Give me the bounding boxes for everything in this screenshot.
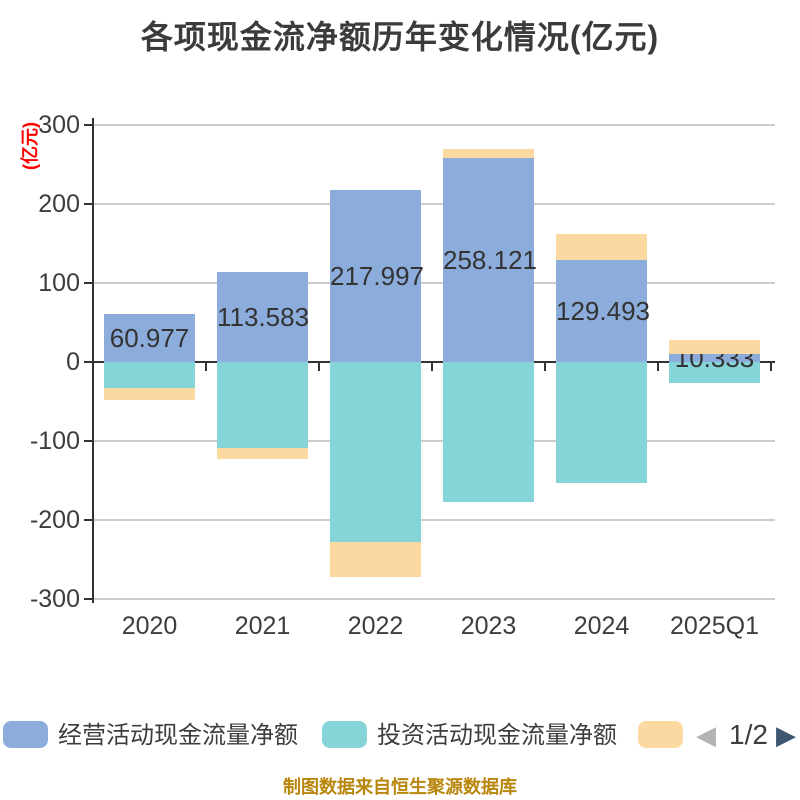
x-axis-tick-2: [318, 361, 320, 371]
gridline-y-100: [93, 282, 775, 284]
y-axis-label-300: 300: [38, 111, 80, 139]
legend-label-operating[interactable]: 经营活动现金流量净额: [58, 722, 298, 749]
bar-2023-financing: [443, 148, 534, 159]
bar-2020-investing: [104, 362, 195, 389]
legend-swatch-investing[interactable]: [322, 721, 367, 748]
gridline-y--200: [93, 519, 775, 521]
x-axis-tick-5: [657, 361, 659, 371]
x-axis-tick-1: [205, 361, 207, 371]
bar-2021-operating: [217, 272, 308, 362]
x-axis-zero-line: [93, 361, 775, 363]
x-axis-label-2020: 2020: [121, 612, 178, 640]
bar-value-label-2020: 60.977: [109, 322, 190, 353]
y-axis-label--100: -100: [29, 427, 80, 455]
x-axis-label-2025Q1: 2025Q1: [670, 612, 759, 640]
x-axis-label-2022: 2022: [347, 612, 404, 640]
x-axis-label-2021: 2021: [234, 612, 291, 640]
bar-2020-financing: [104, 388, 195, 400]
legend-page-indicator: 1/2: [729, 719, 768, 750]
footer-credit: 制图数据来自恒生聚源数据库: [283, 777, 517, 797]
x-axis-tick-0: [92, 361, 94, 371]
bar-value-label-2024: 129.493: [556, 295, 650, 326]
y-axis-label--300: -300: [29, 585, 80, 613]
legend-next-page-icon[interactable]: ▶: [776, 720, 796, 750]
bar-2024-operating: [556, 259, 647, 362]
gridline-y-200: [93, 203, 775, 205]
bar-2022-operating: [330, 189, 421, 362]
bar-2020-operating: [104, 313, 195, 362]
bar-2025Q1-financing: [669, 340, 760, 354]
legend: 经营活动现金流量净额 投资活动现金流量净额 ◀ 1/2 ▶: [0, 719, 800, 753]
y-axis-tick-100: [84, 282, 92, 284]
bar-value-label-2023: 258.121: [443, 245, 537, 275]
x-axis-label-2023: 2023: [460, 612, 517, 640]
y-axis-label-0: 0: [66, 348, 80, 376]
bar-2024-investing: [556, 362, 647, 483]
bar-2023-investing: [443, 362, 534, 502]
bar-2022-financing: [330, 542, 421, 577]
y-axis-label-100: 100: [38, 269, 80, 297]
y-axis-tick-300: [84, 124, 92, 126]
bar-2021-financing: [217, 448, 308, 460]
legend-label-investing[interactable]: 投资活动现金流量净额: [377, 722, 617, 749]
bar-2025Q1-investing: [669, 362, 760, 384]
y-axis-tick-0: [84, 361, 92, 363]
x-axis-tick-6: [770, 361, 772, 371]
bar-2022-investing: [330, 362, 421, 543]
legend-swatch-third-series[interactable]: [638, 721, 683, 748]
y-axis-tick-200: [84, 203, 92, 205]
y-axis-tick--100: [84, 440, 92, 442]
x-axis-tick-4: [544, 361, 546, 371]
gridline-y--100: [93, 440, 775, 442]
legend-swatch-operating[interactable]: [3, 721, 48, 748]
bar-2024-financing: [556, 234, 647, 260]
bar-2023-operating: [443, 158, 534, 362]
y-axis-label-200: 200: [38, 190, 80, 218]
bar-2025Q1-operating: [669, 353, 760, 362]
y-axis-label--200: -200: [29, 506, 80, 534]
x-axis-tick-3: [431, 361, 433, 371]
y-axis-tick--300: [84, 598, 92, 600]
y-axis-tick--200: [84, 519, 92, 521]
bar-2021-investing: [217, 362, 308, 449]
bar-value-label-2022: 217.997: [330, 260, 424, 291]
y-axis-spine: [92, 118, 94, 603]
chart-title: 各项现金流净额历年变化情况(亿元): [140, 19, 660, 55]
bar-value-label-2021: 113.583: [217, 302, 310, 333]
gridline-y--300: [93, 598, 775, 600]
legend-prev-page-icon[interactable]: ◀: [696, 720, 716, 750]
gridline-y-300: [93, 124, 775, 126]
x-axis-label-2024: 2024: [573, 612, 630, 640]
